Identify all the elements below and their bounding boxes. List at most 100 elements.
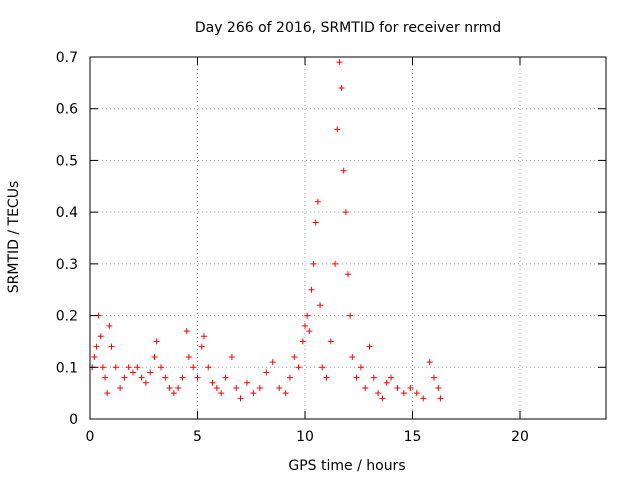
data-point	[104, 390, 111, 397]
data-point	[263, 369, 270, 376]
data-point	[295, 364, 302, 371]
data-point	[340, 167, 347, 174]
data-point	[112, 364, 119, 371]
data-point	[286, 374, 293, 381]
data-point	[269, 359, 276, 366]
data-point	[299, 338, 306, 345]
data-point	[102, 374, 109, 381]
data-point	[336, 59, 343, 66]
data-point	[413, 390, 420, 397]
x-tick-label: 0	[86, 429, 95, 445]
data-point	[91, 353, 98, 360]
data-point	[323, 374, 330, 381]
data-point	[209, 379, 216, 386]
data-point	[302, 322, 308, 329]
y-tick-label: 0.1	[56, 360, 78, 376]
data-point	[142, 379, 149, 386]
data-point	[319, 364, 326, 371]
data-point	[228, 353, 235, 360]
x-tick-label: 15	[404, 429, 422, 445]
data-point	[310, 260, 317, 267]
grid	[90, 57, 606, 419]
y-tick-label: 0.5	[56, 153, 78, 169]
data-point	[205, 364, 212, 371]
data-point	[170, 390, 177, 397]
data-point	[200, 333, 207, 340]
data-point	[291, 353, 298, 360]
data-point	[435, 384, 442, 391]
data-point	[138, 374, 145, 381]
data-point	[106, 322, 113, 329]
data-point	[362, 384, 369, 391]
data-point	[93, 343, 100, 350]
chart-title: Day 266 of 2016, SRMTID for receiver nrm…	[195, 20, 501, 36]
data-point	[375, 390, 382, 397]
data-point	[312, 219, 319, 226]
data-point	[153, 338, 160, 345]
data-point	[198, 343, 205, 350]
x-axis-label: GPS time / hours	[288, 458, 405, 474]
y-tick-label: 0.3	[56, 257, 78, 273]
data-point	[437, 395, 444, 402]
data-point	[179, 374, 186, 381]
data-point	[282, 390, 289, 397]
data-point	[306, 328, 313, 335]
data-point	[388, 374, 394, 381]
data-point	[108, 343, 115, 350]
data-point	[237, 395, 244, 402]
data-point	[347, 312, 354, 319]
data-point	[250, 390, 257, 397]
x-tick-label: 5	[193, 429, 202, 445]
data-point	[256, 384, 263, 391]
data-point	[400, 390, 407, 397]
data-point	[357, 364, 364, 371]
data-point	[342, 209, 349, 216]
data-point	[117, 384, 124, 391]
data-point	[147, 369, 154, 376]
x-tick-label: 10	[296, 429, 314, 445]
y-tick-label: 0.6	[56, 102, 78, 118]
data-point	[233, 384, 240, 391]
data-point	[317, 302, 324, 309]
y-tick-label: 0.7	[56, 50, 78, 66]
data-point	[151, 353, 158, 360]
data-point	[370, 374, 377, 381]
plot-frame	[89, 56, 607, 420]
y-tick-label: 0.2	[56, 309, 78, 325]
data-point	[345, 271, 351, 278]
data-point	[420, 395, 427, 402]
data-point	[222, 374, 229, 381]
data-point	[134, 364, 141, 371]
data-point	[327, 338, 334, 345]
data-point	[121, 374, 128, 381]
data-point	[175, 384, 182, 391]
x-tick-label: 20	[511, 429, 529, 445]
data-point	[304, 312, 311, 319]
y-axis-label: SRMTID / TECUs	[6, 181, 22, 294]
axis-tick-labels: 0 5 10 15 20 0 0.1 0.2 0.3 0.4 0.5 0.6 0.7	[56, 50, 529, 445]
data-point	[338, 85, 345, 92]
data-point	[334, 126, 341, 133]
data-point	[353, 374, 360, 381]
data-point	[431, 374, 437, 381]
data-point	[308, 286, 315, 293]
data-point	[426, 359, 433, 366]
data-point	[99, 364, 106, 371]
data-points	[89, 59, 444, 402]
data-point	[130, 369, 136, 376]
data-point	[213, 384, 220, 391]
data-point	[125, 364, 132, 371]
data-point	[243, 379, 250, 386]
data-point	[407, 384, 414, 391]
data-point	[97, 333, 104, 340]
data-point	[394, 384, 401, 391]
data-point	[379, 395, 386, 402]
data-point	[276, 384, 283, 391]
data-point	[314, 198, 321, 205]
data-point	[349, 353, 356, 360]
data-point	[218, 390, 225, 397]
data-point	[162, 374, 169, 381]
axis-ticks	[89, 56, 606, 420]
